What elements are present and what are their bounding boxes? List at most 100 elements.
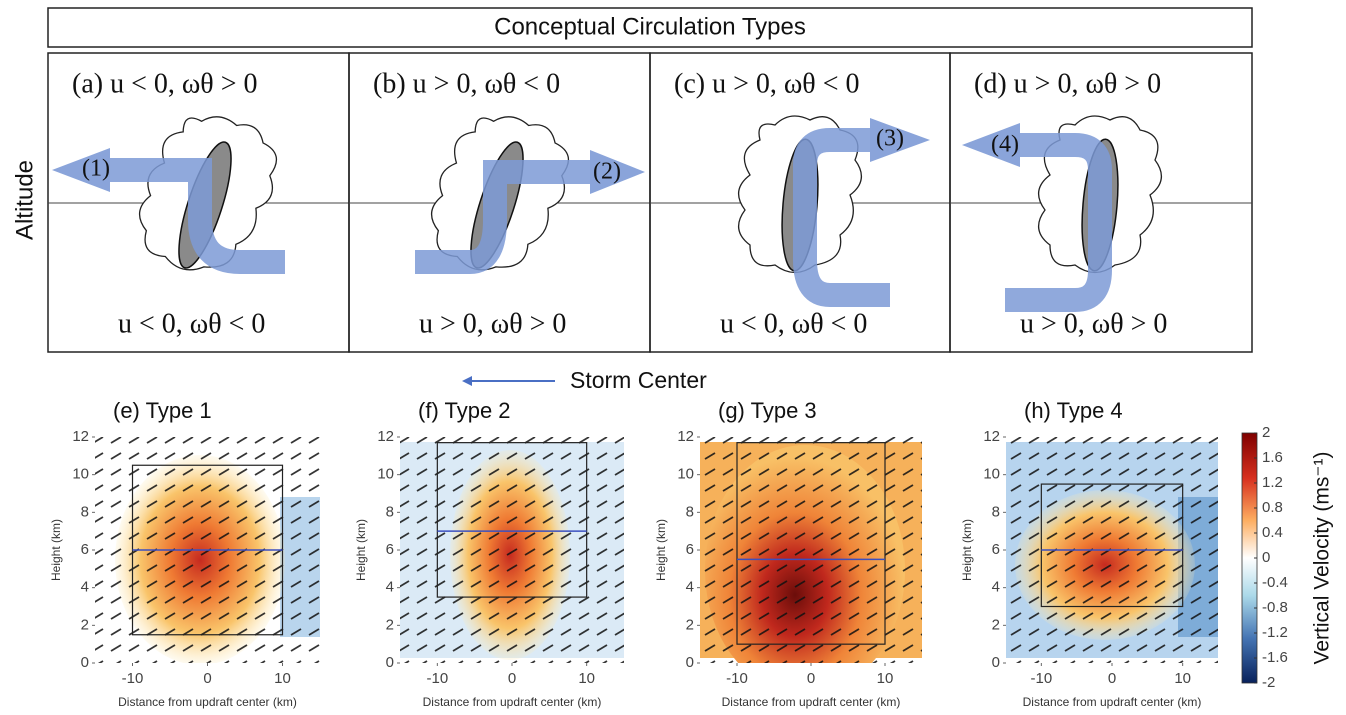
- y-tick-label: 0: [992, 654, 1000, 671]
- y-tick-label: 12: [677, 428, 694, 445]
- colorbar-tick-label: -1.6: [1262, 649, 1288, 666]
- bottom-label: u < 0, ωθ < 0: [118, 308, 265, 339]
- y-tick-label: 4: [81, 579, 89, 596]
- y-tick-label: 2: [81, 616, 89, 633]
- analysis-box: [736, 442, 886, 645]
- colorbar-tick-label: 1.2: [1262, 474, 1283, 491]
- x-tick-label: 0: [508, 670, 516, 687]
- y-tick-label: 12: [72, 428, 89, 445]
- x-tick-label: -10: [426, 670, 448, 687]
- y-axis-label: Height (km): [49, 519, 63, 581]
- y-tick-label: 8: [992, 503, 1000, 520]
- y-tick-label: 10: [983, 466, 1000, 483]
- y-tick-label: 8: [81, 503, 89, 520]
- top-label: (a) u < 0, ωθ > 0: [72, 68, 258, 99]
- colorbar-tick-label: -0.4: [1262, 574, 1288, 591]
- x-tick-label: -10: [726, 670, 748, 687]
- colorbar-tick-label: -2: [1262, 674, 1275, 691]
- y-tick-label: 8: [386, 503, 394, 520]
- bottom-label: u < 0, ωθ < 0: [720, 308, 867, 339]
- flow-arrow: [793, 128, 890, 307]
- concept-panel: (1) (a) u < 0, ωθ > 0 u < 0, ωθ < 0: [47, 52, 350, 353]
- bottom-label: u > 0, ωθ > 0: [1020, 308, 1167, 339]
- plot-area: [700, 437, 922, 663]
- flow-arrow-head: [870, 118, 930, 162]
- y-axis-label: Height (km): [654, 519, 668, 581]
- x-tick-label: 0: [807, 670, 815, 687]
- y-tick-label: 10: [377, 466, 394, 483]
- y-tick-label: 10: [72, 466, 89, 483]
- y-tick-label: 2: [992, 616, 1000, 633]
- y-tick-label: 12: [983, 428, 1000, 445]
- x-tick-label: -10: [1030, 670, 1052, 687]
- y-tick-label: 6: [386, 541, 394, 558]
- flow-arrow-head: [52, 148, 110, 192]
- y-tick-label: 4: [992, 579, 1000, 596]
- colorbar-tick-label: 0: [1262, 549, 1270, 566]
- flow-arrow: [110, 158, 285, 274]
- arrow-label: (1): [82, 156, 110, 182]
- wind-barbs: [400, 437, 624, 663]
- plot-area: [95, 437, 320, 663]
- y-label: Altitude: [11, 160, 38, 240]
- x-axis-label: Distance from updraft center (km): [1023, 695, 1202, 709]
- y-tick-label: 2: [686, 616, 694, 633]
- panel-title: (e) Type 1: [113, 398, 212, 423]
- flow-arrow: [1005, 133, 1112, 312]
- x-tick-label: 10: [274, 670, 291, 687]
- x-tick-label: 10: [1174, 670, 1191, 687]
- y-tick-label: 6: [992, 541, 1000, 558]
- x-tick-label: 0: [1108, 670, 1116, 687]
- heat-panel: 0 2 4 6 8 10 12 -10 0 10 Distance from updraft cen…: [654, 398, 922, 709]
- y-tick-label: 0: [81, 654, 89, 671]
- x-axis-label: Distance from updraft center (km): [118, 695, 297, 709]
- colorbar-tick-label: -0.8: [1262, 599, 1288, 616]
- analysis-box: [1040, 483, 1184, 608]
- arrow-label: (3): [876, 126, 904, 152]
- flow-arrow-head: [590, 150, 645, 194]
- heat-panel: 0 2 4 6 8 10 12 -10 0 10 Distance from updraft cen…: [49, 398, 320, 709]
- plot-area: [400, 437, 624, 663]
- x-axis-label: Distance from updraft center (km): [423, 695, 602, 709]
- y-tick-label: 0: [686, 654, 694, 671]
- concept-panel: (2) (b) u > 0, ωθ < 0 u > 0, ωθ > 0: [348, 52, 651, 353]
- flow-arrow-head: [962, 123, 1020, 167]
- arrow-label: (4): [991, 132, 1019, 158]
- y-tick-label: 8: [686, 503, 694, 520]
- y-tick-label: 4: [686, 579, 694, 596]
- x-tick-label: 10: [877, 670, 894, 687]
- x-axis-label: Distance from updraft center (km): [722, 695, 901, 709]
- analysis-box: [436, 442, 588, 598]
- y-tick-label: 6: [686, 541, 694, 558]
- arrow-label: (2): [593, 159, 621, 185]
- bottom-label: u > 0, ωθ > 0: [419, 308, 566, 339]
- y-tick-label: 4: [386, 579, 394, 596]
- y-tick-label: 0: [386, 654, 394, 671]
- top-label: (c) u > 0, ωθ < 0: [674, 68, 860, 99]
- x-tick-label: 10: [578, 670, 595, 687]
- header-title: Conceptual Circulation Types: [494, 13, 806, 40]
- flow-arrow: [415, 160, 590, 274]
- heat-panel: 0 2 4 6 8 10 12 -10 0 10 Distance from updraft cen…: [354, 398, 624, 709]
- y-tick-label: 2: [386, 616, 394, 633]
- colorbar-tick-label: 1.6: [1262, 449, 1283, 466]
- storm-arrow-head: [462, 376, 472, 386]
- colorbar-label: Vertical Velocity (ms⁻¹): [1311, 452, 1334, 665]
- colorbar-tick-label: 0.4: [1262, 524, 1283, 541]
- y-axis-label: Height (km): [960, 519, 974, 581]
- heat-panel: 0 2 4 6 8 10 12 -10 0 10 Distance from updraft cen…: [960, 398, 1218, 709]
- x-tick-label: -10: [122, 670, 144, 687]
- y-axis-label: Height (km): [354, 519, 368, 581]
- y-tick-label: 6: [81, 541, 89, 558]
- y-tick-label: 10: [677, 466, 694, 483]
- panel-title: (h) Type 4: [1024, 398, 1123, 423]
- colorbar-tick-label: 0.8: [1262, 499, 1283, 516]
- wind-barbs: [700, 437, 922, 663]
- header-box: [47, 7, 1253, 48]
- top-label: (b) u > 0, ωθ < 0: [373, 68, 560, 99]
- panel-title: (g) Type 3: [718, 398, 817, 423]
- x-tick-label: 0: [203, 670, 211, 687]
- colorbar-tick-label: -1.2: [1262, 624, 1288, 641]
- panel-title: (f) Type 2: [418, 398, 511, 423]
